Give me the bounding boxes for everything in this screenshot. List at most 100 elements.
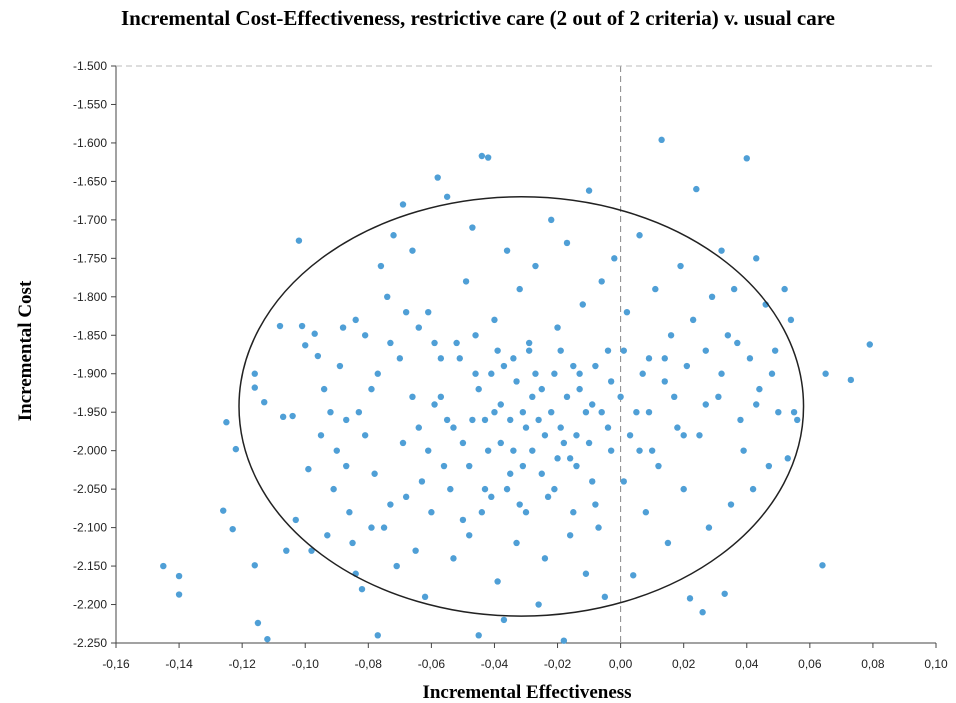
x-tick-label: -0,16 <box>102 657 130 671</box>
data-point <box>648 447 656 454</box>
data-point <box>822 370 829 377</box>
data-point <box>409 393 416 401</box>
data-point <box>443 193 451 200</box>
data-point <box>683 362 691 370</box>
data-point <box>749 485 757 493</box>
data-point <box>686 595 694 602</box>
data-point <box>535 601 542 608</box>
reference-lines <box>116 65 936 643</box>
data-point <box>302 342 309 349</box>
data-point <box>604 424 612 431</box>
data-point <box>220 507 227 514</box>
data-point <box>494 578 501 585</box>
data-point <box>730 285 738 293</box>
x-tick-label: 0,00 <box>609 657 633 671</box>
data-point <box>582 570 590 577</box>
data-point <box>661 378 668 385</box>
data-point <box>478 509 486 516</box>
axes <box>115 66 936 644</box>
data-point <box>601 593 609 601</box>
data-point <box>160 562 167 570</box>
data-point <box>251 370 258 377</box>
data-point <box>589 478 596 485</box>
data-point <box>229 525 236 533</box>
data-point <box>756 385 763 393</box>
data-point <box>576 370 583 377</box>
x-axis-title: Incremental Effectiveness <box>422 682 631 703</box>
data-point <box>677 262 684 270</box>
data-point <box>450 424 457 431</box>
data-point <box>525 339 533 347</box>
data-point <box>667 332 675 339</box>
data-point <box>781 285 788 293</box>
y-tick-label: -2.000 <box>73 444 107 458</box>
data-point <box>371 470 378 477</box>
data-point <box>702 347 709 354</box>
data-point <box>484 154 492 161</box>
data-point <box>566 455 574 462</box>
data-point <box>551 370 558 377</box>
data-point <box>283 547 290 554</box>
data-point <box>507 470 514 477</box>
data-point <box>585 187 593 194</box>
data-point <box>740 447 747 454</box>
data-point <box>645 355 653 362</box>
data-point <box>554 455 561 462</box>
x-tick-label: -0,12 <box>228 657 256 671</box>
data-point <box>264 635 271 643</box>
data-point <box>484 447 492 454</box>
y-tick-label: -2.100 <box>73 521 107 535</box>
data-point <box>305 465 312 473</box>
data-point <box>421 593 429 601</box>
data-point <box>488 370 495 377</box>
data-point <box>727 501 735 508</box>
data-point <box>481 416 489 424</box>
data-point <box>617 393 624 401</box>
data-point <box>570 509 577 516</box>
data-point <box>535 416 542 424</box>
data-point <box>548 216 555 224</box>
data-point <box>330 485 337 493</box>
data-point <box>794 416 801 424</box>
y-tick-label: -1.950 <box>73 405 107 419</box>
data-point <box>522 424 530 431</box>
data-point <box>469 416 476 424</box>
data-point <box>623 308 631 316</box>
data-point <box>387 501 394 508</box>
data-point <box>295 237 303 244</box>
data-point <box>611 255 618 262</box>
data-point <box>718 370 725 377</box>
data-point <box>513 378 520 385</box>
data-point <box>620 347 627 354</box>
data-point <box>431 401 438 408</box>
data-point <box>538 470 545 477</box>
data-point <box>500 362 508 370</box>
data-point <box>746 355 754 362</box>
data-point <box>655 462 662 470</box>
data-point <box>645 409 653 416</box>
data-point <box>494 347 501 354</box>
data-point <box>298 322 306 330</box>
data-point <box>516 501 523 508</box>
data-point <box>475 632 482 639</box>
data-point <box>525 347 533 354</box>
data-point <box>573 462 580 470</box>
data-point <box>368 385 375 393</box>
data-point <box>320 385 328 393</box>
data-point <box>469 224 476 231</box>
y-tick-label: -1.500 <box>73 59 107 73</box>
data-point <box>775 409 782 416</box>
data-point <box>607 378 615 385</box>
data-point <box>327 409 334 416</box>
data-point <box>447 485 454 493</box>
y-tick-label: -2.150 <box>73 559 107 573</box>
data-point <box>560 439 568 447</box>
data-point <box>538 385 545 393</box>
data-point <box>576 385 583 393</box>
data-point <box>343 416 350 424</box>
data-point <box>289 412 296 420</box>
data-point <box>472 370 479 377</box>
data-point <box>721 590 728 597</box>
data-point <box>705 524 713 531</box>
